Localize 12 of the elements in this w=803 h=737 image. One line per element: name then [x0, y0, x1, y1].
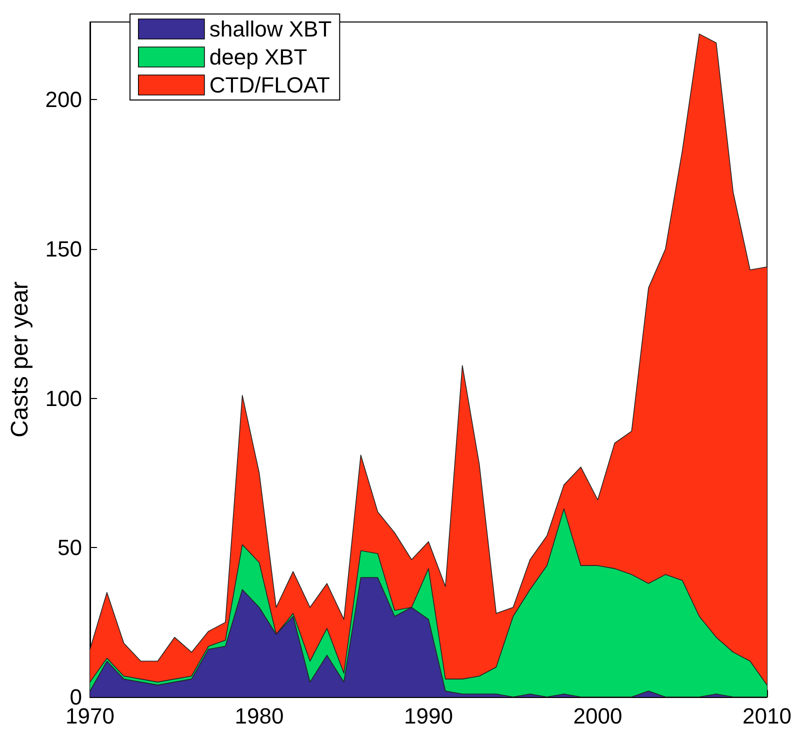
x-tick-label: 2010 [742, 704, 792, 728]
legend-label: deep XBT [209, 44, 308, 70]
x-tick-label: 1990 [404, 704, 453, 728]
y-tick-label: 200 [45, 87, 82, 112]
y-tick-label: 100 [45, 386, 82, 411]
legend-label: CTD/FLOAT [209, 72, 330, 98]
y-axis-title: Casts per year [6, 281, 34, 438]
legend-label: shallow XBT [209, 16, 332, 42]
x-tick-label: 1980 [234, 704, 284, 728]
y-tick-label: 150 [45, 236, 82, 262]
x-tick-label: 2000 [573, 704, 622, 728]
y-tick-label: 50 [58, 535, 82, 560]
